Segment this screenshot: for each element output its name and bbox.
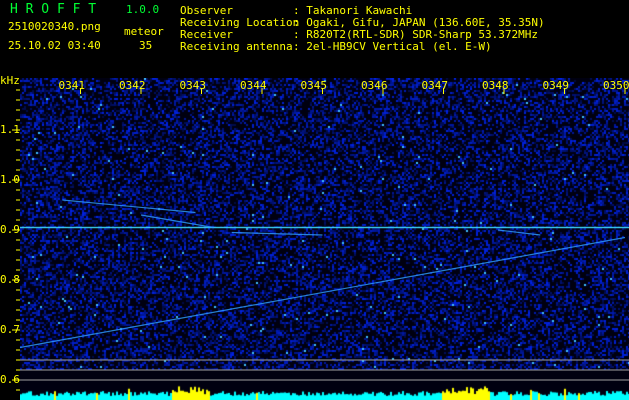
info-label: Receiving antenna (180, 40, 293, 53)
info-label: Receiving Location (180, 16, 300, 29)
y-tick-label: 1.1 (0, 123, 20, 136)
info-label: Observer (180, 4, 233, 17)
filename: 2510020340.png (8, 20, 101, 33)
spectrogram (20, 78, 629, 400)
datetime: 25.10.02 03:40 (8, 39, 101, 52)
info-value: : Ogaki, Gifu, JAPAN (136.60E, 35.35N) (293, 16, 545, 29)
x-tick-label: 0344 (240, 79, 267, 92)
y-tick-label: 0.6 (0, 373, 20, 386)
y-axis-label: kHz (0, 74, 20, 87)
x-tick-label: 0350 (603, 79, 629, 92)
y-tick-label: 0.8 (0, 273, 20, 286)
x-tick-label: 0347 (421, 79, 449, 92)
x-tick-label: 0345 (300, 79, 328, 92)
x-tick-label: 0346 (361, 79, 388, 92)
y-tick-label: 0.9 (0, 223, 20, 236)
x-tick-label: 0341 (58, 79, 86, 92)
x-tick-label: 0349 (542, 79, 570, 92)
y-tick-label: 1.0 (0, 173, 20, 186)
meteor-trace (497, 229, 541, 236)
y-tick-label: 0.7 (0, 323, 20, 336)
meteor-trace (231, 231, 323, 236)
meteor-count: 35 (139, 39, 153, 52)
info-value: : R820T2(RTL-SDR) SDR-Sharp 53.372MHz (293, 28, 539, 41)
app-name: H R O F F T (10, 2, 97, 17)
meteor-label: meteor (124, 25, 164, 38)
x-tick-label: 0348 (482, 79, 509, 92)
info-label: Receiver (180, 28, 233, 41)
app-version: 1.0.0 (126, 3, 160, 16)
x-tick-label: 0342 (119, 79, 146, 92)
x-tick-label: 0343 (179, 79, 207, 92)
info-value: : 2el-HB9CV Vertical (el. E-W) (293, 40, 492, 53)
meteor-trace (62, 199, 196, 214)
meteor-trace (19, 236, 626, 349)
info-value: : Takanori Kawachi (293, 4, 413, 17)
meteor-trace (140, 214, 214, 229)
